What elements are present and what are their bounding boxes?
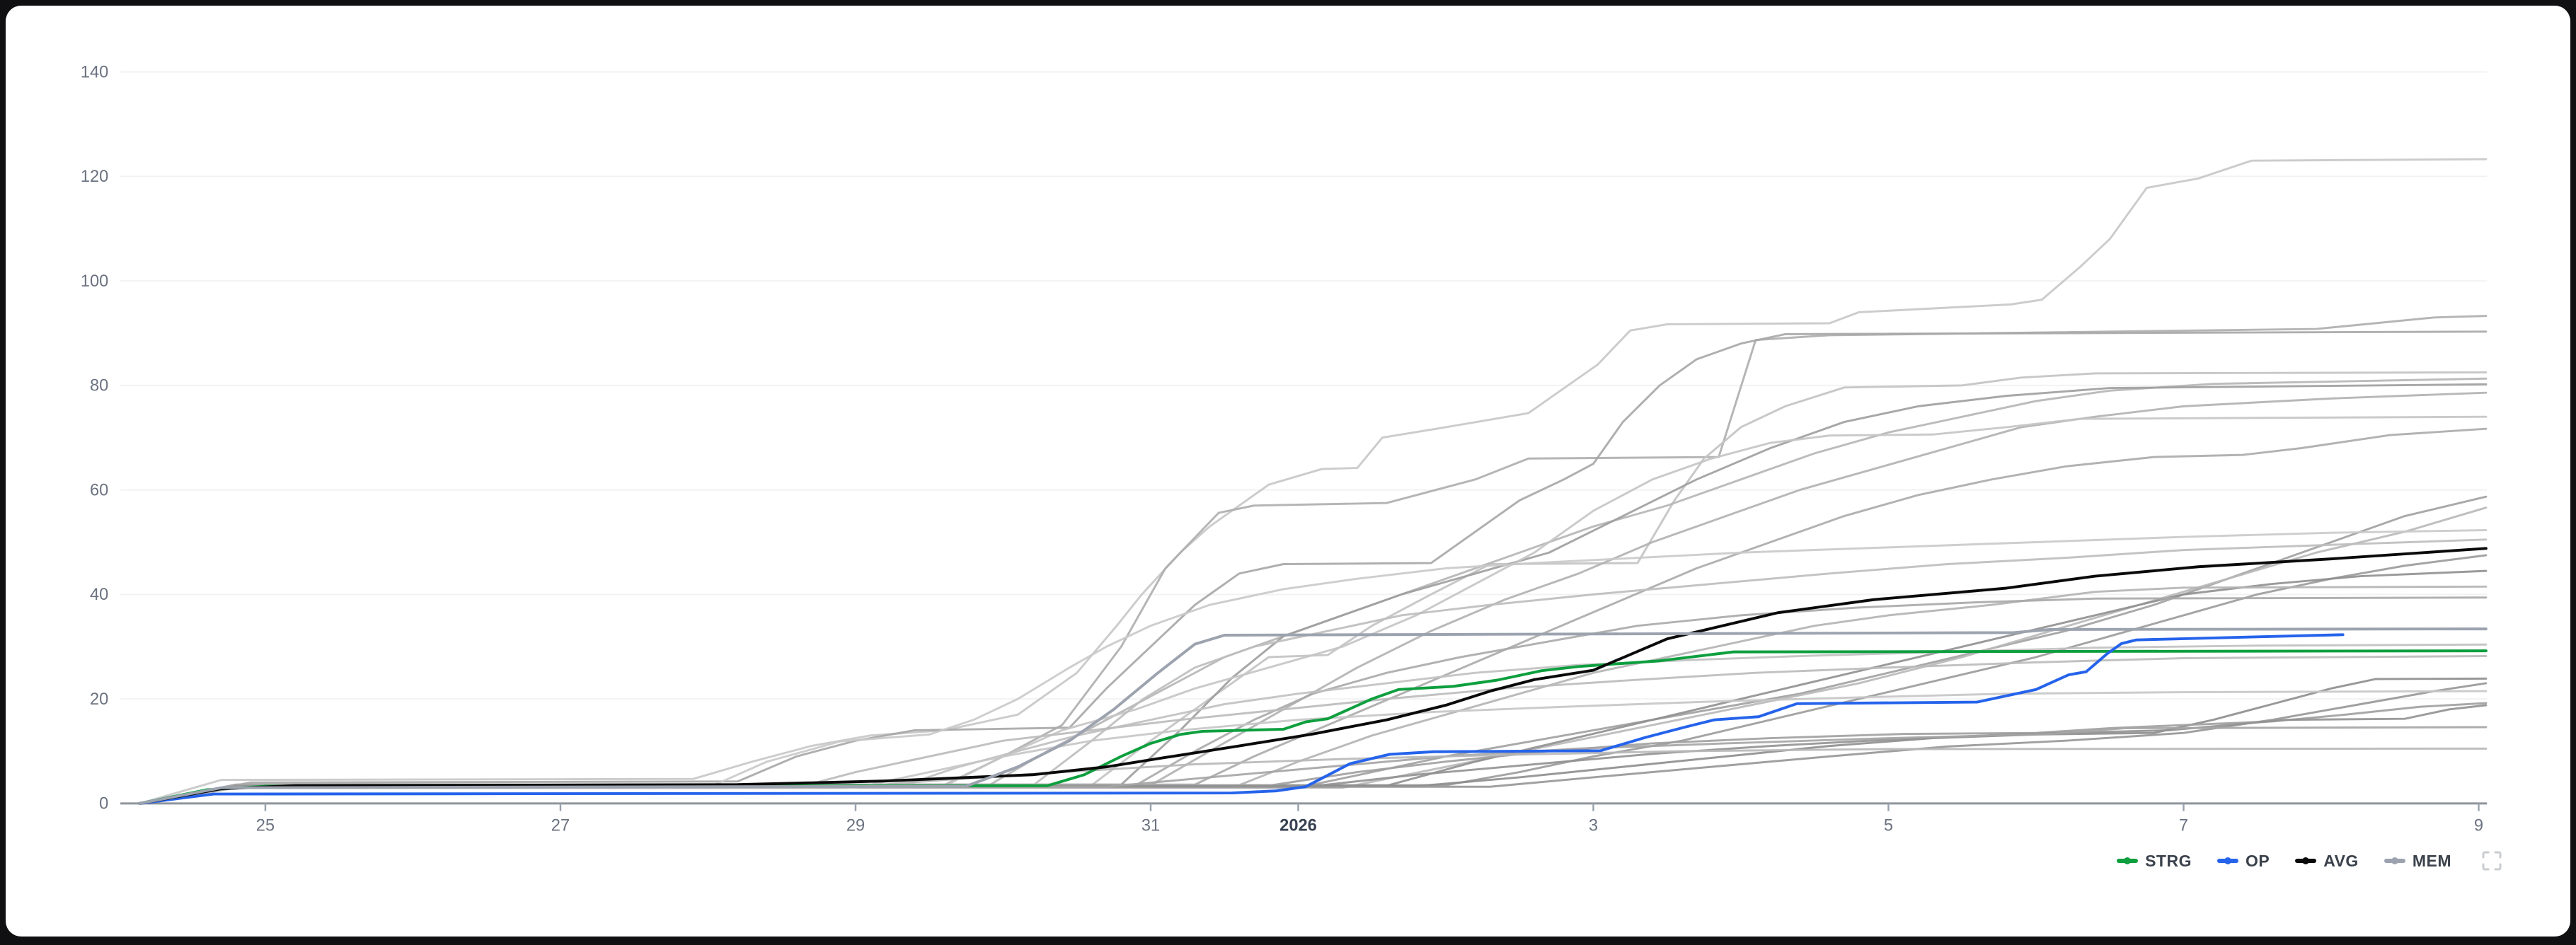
series-line-gray-9 (139, 427, 2488, 805)
y-axis-tick-label: 40 (90, 586, 108, 604)
series-line-gray-12 (139, 529, 2488, 805)
series-line-gray-22 (139, 690, 2488, 805)
y-axis-tick-label: 120 (81, 168, 108, 186)
series-line-gray-25 (139, 726, 2488, 805)
series-line-gray-16 (139, 585, 2488, 805)
series-line-gray-19 (139, 655, 2488, 805)
legend-item-op[interactable]: OP (2216, 851, 2270, 871)
series-line-AVG (138, 547, 2488, 805)
series-line-STRG (138, 649, 2488, 805)
legend-item-mem[interactable]: MEM (2384, 852, 2451, 871)
fullscreen-button[interactable] (2481, 850, 2502, 871)
op-line-swatch-icon (2216, 857, 2238, 864)
y-axis-tick-label: 20 (90, 690, 108, 709)
series-line-gray-6 (139, 383, 2488, 805)
chart-legend: STRG OP AVG MEM (2117, 850, 2502, 871)
legend-label: AVG (2323, 851, 2359, 870)
series-line-gray-17 (139, 596, 2488, 805)
series-line-gray-3 (139, 330, 2488, 805)
strg-line-swatch-icon (2117, 857, 2139, 864)
legend-item-avg[interactable]: AVG (2295, 852, 2359, 871)
avg-line-swatch-icon (2295, 857, 2317, 864)
y-axis-tick-label: 60 (90, 481, 108, 499)
fullscreen-icon (2482, 851, 2502, 871)
x-axis-tick-label: 3 (1589, 816, 1598, 835)
x-axis-tick-label: 27 (551, 816, 570, 835)
y-axis-tick-label: 0 (99, 795, 108, 813)
legend-label: OP (2245, 851, 2270, 870)
line-chart: 0 20 40 60 80 100 120 140 25 27 29 31 2026 3 5 7 9 (81, 63, 2488, 835)
series-line-gray-8 (139, 415, 2488, 805)
legend-label: STRG (2145, 851, 2192, 870)
series-line-OP (138, 633, 2345, 805)
y-axis-tick-label: 140 (81, 63, 108, 81)
series-line-gray-4 (139, 371, 2488, 805)
x-axis-tick-label: 2026 (1280, 816, 1317, 835)
x-axis-tick-label: 9 (2474, 816, 2483, 835)
x-axis-tick-label: 31 (1142, 816, 1160, 835)
x-axis-tick-label: 5 (1884, 816, 1893, 835)
legend-item-strg[interactable]: STRG (2117, 852, 2192, 871)
mem-line-swatch-icon (2384, 857, 2405, 864)
series-line-gray-21 (139, 682, 2488, 805)
series-line-MEM (138, 627, 2488, 805)
x-axis-tick-label: 7 (2179, 816, 2188, 835)
series-line-gray-24 (139, 704, 2488, 805)
y-axis-tick-label: 100 (81, 272, 108, 291)
chart-card: 0 20 40 60 80 100 120 140 25 27 29 31 2026 3 5 7 9 STRG … (6, 6, 2570, 937)
x-axis-tick-label: 29 (846, 816, 865, 835)
series-line-gray-13 (139, 538, 2488, 805)
legend-label: MEM (2412, 851, 2451, 870)
series-line-gray-14 (139, 554, 2488, 805)
x-axis-tick-label: 25 (256, 816, 275, 835)
y-axis-tick-label: 80 (90, 377, 108, 395)
series-line-gray-23 (139, 702, 2488, 805)
